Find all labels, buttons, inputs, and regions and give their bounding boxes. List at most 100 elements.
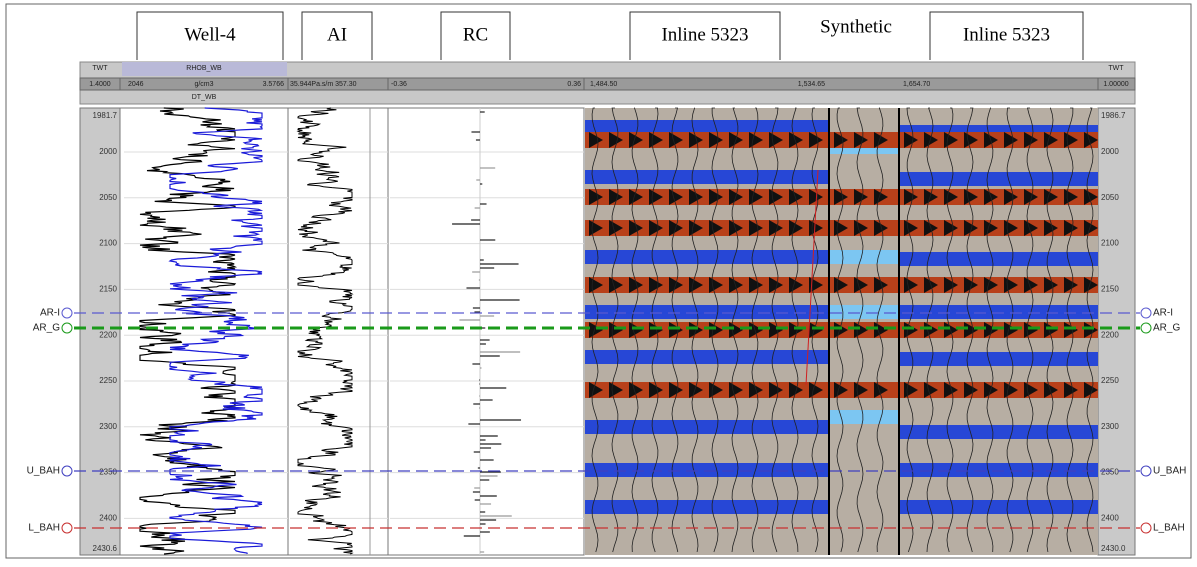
peak-wavelet	[729, 277, 743, 293]
peak-wavelet	[1024, 220, 1038, 236]
tab-label[interactable]: Inline 5323	[661, 24, 748, 45]
seismic-peak	[585, 132, 828, 148]
peak-wavelet	[649, 382, 663, 398]
peak-wavelet	[964, 382, 978, 398]
trace	[966, 107, 974, 553]
peak-wavelet	[609, 132, 623, 148]
peak-wavelet	[669, 322, 683, 338]
depth-label: 2100	[99, 239, 117, 248]
peak-wavelet	[769, 277, 783, 293]
seismic-trough	[830, 250, 898, 264]
peak-wavelet	[924, 189, 938, 205]
seismic-trough	[900, 500, 1098, 514]
peak-wavelet	[1064, 277, 1078, 293]
peak-wavelet	[834, 132, 848, 148]
header-label: g/cm3	[194, 81, 213, 88]
horizon-label: AR-I	[40, 308, 60, 319]
depth-label: 2100	[1101, 239, 1119, 248]
tab-frame	[440, 11, 511, 60]
horizon-marker	[1140, 522, 1152, 534]
header-label: 0.36	[567, 81, 581, 88]
header-label: 1.4000	[89, 81, 111, 88]
peak-wavelet	[689, 382, 703, 398]
peak-wavelet	[944, 220, 958, 236]
depth-label: 2050	[1101, 193, 1119, 202]
depth-label: 2430.6	[93, 544, 118, 553]
horizon-marker	[1140, 307, 1152, 319]
header-label: 3.5766	[263, 81, 285, 88]
peak-wavelet	[1044, 322, 1058, 338]
trace	[751, 107, 759, 553]
seismic-trough	[585, 500, 828, 514]
peak-wavelet	[944, 132, 958, 148]
peak-wavelet	[1084, 189, 1098, 205]
seismic-peak	[585, 382, 828, 398]
peak-wavelet	[1084, 220, 1098, 236]
depth-label: 2150	[99, 285, 117, 294]
depth-label: 2200	[99, 330, 117, 339]
seismic-trough	[900, 252, 1098, 266]
peak-wavelet	[1024, 277, 1038, 293]
peak-wavelet	[629, 132, 643, 148]
header-label: 35.944Pa.s/m 357.30	[290, 81, 357, 88]
depth-label: 2400	[99, 514, 117, 523]
seismic-trough	[585, 305, 828, 319]
peak-wavelet	[1024, 132, 1038, 148]
peak-wavelet	[1024, 189, 1038, 205]
seismic-trough	[585, 250, 828, 264]
track	[287, 107, 389, 556]
tab-label[interactable]: Well-4	[184, 24, 236, 45]
peak-wavelet	[589, 189, 603, 205]
peak-wavelet	[924, 132, 938, 148]
header-label: 1,484.50	[590, 81, 617, 88]
depth-label: 2050	[99, 193, 117, 202]
peak-wavelet	[689, 189, 703, 205]
seismic-peak	[585, 220, 828, 236]
seismic-trough	[900, 425, 1098, 439]
peak-wavelet	[1044, 382, 1058, 398]
header-label: 2046	[128, 81, 144, 88]
peak-wavelet	[984, 322, 998, 338]
tab-label[interactable]: Synthetic	[820, 16, 892, 37]
trace	[1006, 107, 1014, 553]
depth-label: 2430.0	[1101, 544, 1126, 553]
peak-wavelet	[709, 189, 723, 205]
seismic-peak	[585, 189, 828, 205]
seismic-trough	[830, 410, 898, 424]
tab-label[interactable]: Inline 5323	[963, 24, 1050, 45]
depth-label: 2400	[1101, 514, 1119, 523]
peak-wavelet	[669, 382, 683, 398]
horizon-label: AR_G	[1153, 323, 1180, 334]
peak-wavelet	[1044, 277, 1058, 293]
horizon-marker	[61, 465, 73, 477]
depth-label: 1981.7	[93, 111, 118, 120]
peak-wavelet	[1084, 382, 1098, 398]
trace	[1026, 107, 1034, 553]
peak-wavelet	[789, 189, 803, 205]
seismic-trough	[830, 305, 898, 319]
peak-wavelet	[1064, 220, 1078, 236]
trace	[611, 107, 619, 553]
peak-wavelet	[1084, 132, 1098, 148]
tab-label[interactable]: RC	[463, 24, 488, 45]
header-label: 1,534.65	[798, 81, 825, 88]
peak-wavelet	[789, 322, 803, 338]
peak-wavelet	[1004, 132, 1018, 148]
seismic-trough	[585, 120, 828, 134]
tab-label[interactable]: AI	[327, 24, 347, 45]
header-cell	[583, 77, 1099, 91]
header-cell	[387, 77, 585, 91]
depth-label: 2350	[99, 468, 117, 477]
trace	[591, 107, 599, 553]
log-curve	[296, 107, 354, 555]
track	[79, 107, 121, 556]
tab-frame	[629, 11, 781, 60]
depth-label: 2350	[1101, 468, 1119, 477]
header-label: -0.36	[391, 81, 407, 88]
peak-wavelet	[749, 277, 763, 293]
peak-wavelet	[769, 220, 783, 236]
peak-wavelet	[749, 220, 763, 236]
peak-wavelet	[874, 189, 888, 205]
seismic-trough	[585, 350, 828, 364]
depth-label: 2300	[99, 422, 117, 431]
